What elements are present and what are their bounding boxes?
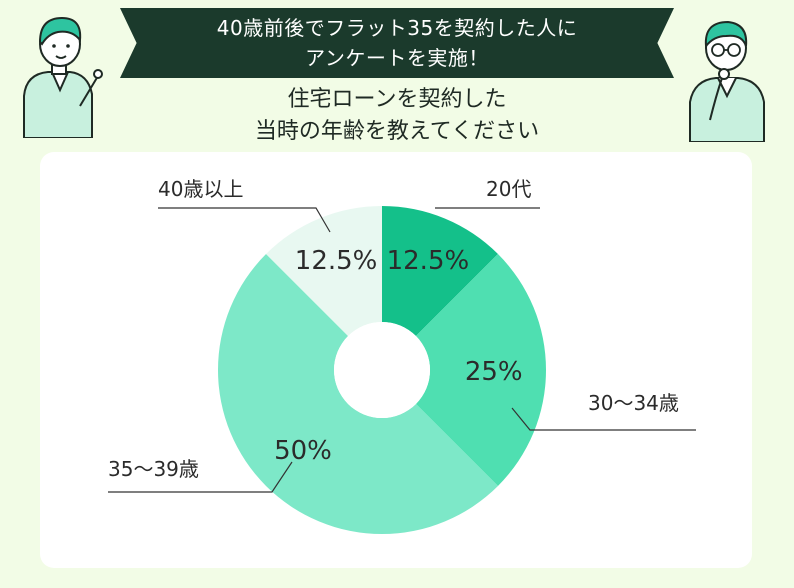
leader-line-2 bbox=[511, 407, 696, 431]
donut-slice-1 bbox=[382, 206, 498, 337]
slice-value-label-4: 12.5% bbox=[295, 246, 378, 276]
pointing-person-illustration bbox=[23, 16, 103, 138]
category-label-3: 35〜39歳 bbox=[108, 457, 199, 481]
donut-hole bbox=[334, 322, 430, 418]
question-line-2: 当時の年齢を教えてください bbox=[254, 119, 540, 144]
age-donut-chart: 12.5% 20代 25% 30〜34歳 50% 35〜39歳 12.5% 40歳以上 bbox=[108, 177, 696, 534]
donut-slice-4 bbox=[266, 206, 382, 337]
leader-line-3 bbox=[108, 461, 293, 493]
donut-slice-3 bbox=[217, 254, 498, 534]
chart-card: 12.5% 20代 25% 30〜34歳 50% 35〜39歳 12.5% 40歳以上 bbox=[40, 152, 752, 568]
slice-value-label-1: 12.5% bbox=[387, 246, 470, 276]
category-label-2: 30〜34歳 bbox=[588, 391, 679, 415]
banner-line-2: アンケートを実施！ bbox=[305, 46, 489, 70]
category-label-4: 40歳以上 bbox=[158, 177, 243, 201]
banner-line-1: 40歳前後でフラット35を契約した人に bbox=[216, 16, 578, 40]
donut-slice-2 bbox=[415, 254, 546, 486]
title-banner: 40歳前後でフラット35を契約した人に アンケートを実施！ bbox=[120, 8, 674, 78]
thinking-person-illustration bbox=[689, 20, 765, 142]
slice-value-label-3: 50% bbox=[274, 436, 332, 466]
leader-line-4 bbox=[158, 207, 331, 233]
question-line-1: 住宅ローンを契約した bbox=[287, 87, 507, 112]
slice-value-label-2: 25% bbox=[465, 357, 523, 387]
category-label-1: 20代 bbox=[486, 177, 531, 201]
